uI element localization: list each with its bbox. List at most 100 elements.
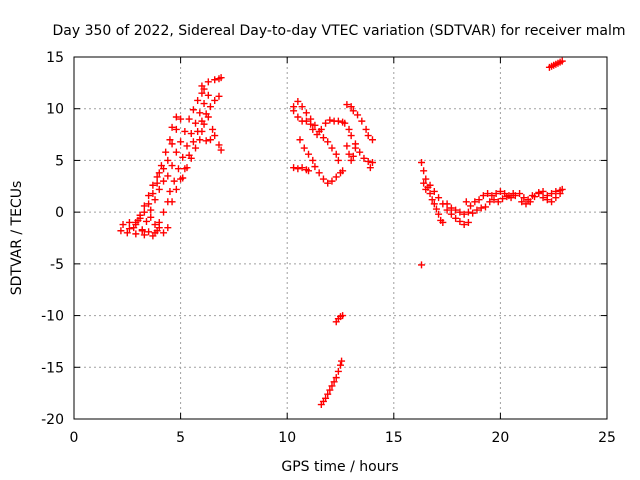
data-point: [339, 167, 347, 175]
data-point: [511, 192, 519, 200]
data-point: [490, 196, 498, 204]
data-point: [322, 119, 330, 127]
data-point: [471, 198, 479, 206]
data-point: [494, 198, 502, 206]
data-point: [298, 164, 306, 172]
data-point: [200, 100, 208, 108]
data-point: [294, 165, 302, 173]
data-point: [302, 117, 310, 125]
data-point: [443, 206, 451, 214]
data-point: [305, 150, 313, 158]
data-point: [309, 125, 317, 133]
data-point: [507, 194, 515, 202]
data-point: [473, 206, 481, 214]
data-point: [347, 156, 355, 164]
data-point: [119, 221, 127, 229]
y-tick-label: -20: [41, 412, 64, 428]
data-point: [183, 142, 191, 150]
data-point: [147, 206, 155, 214]
data-point: [354, 111, 362, 119]
data-point: [531, 193, 539, 201]
data-point: [196, 136, 204, 144]
data-point: [349, 107, 357, 115]
data-point: [298, 103, 306, 111]
data-point: [217, 74, 225, 82]
data-point: [136, 211, 144, 219]
data-point: [319, 134, 327, 142]
data-point: [168, 140, 176, 148]
data-point: [117, 227, 125, 235]
data-point: [204, 78, 212, 86]
data-point: [332, 150, 340, 158]
data-point: [168, 162, 176, 170]
data-point: [189, 106, 197, 114]
y-axis-label: SDTVAR / TECUs: [9, 181, 25, 296]
data-point: [202, 137, 210, 145]
data-point: [174, 165, 182, 173]
data-point: [198, 127, 206, 135]
data-point: [317, 125, 325, 133]
data-point: [319, 175, 327, 183]
data-point: [422, 185, 430, 193]
data-points: [117, 57, 566, 409]
data-point: [349, 152, 357, 160]
data-point: [172, 148, 180, 156]
data-point: [452, 206, 460, 214]
data-point: [488, 192, 496, 200]
data-point: [435, 210, 443, 218]
data-point: [170, 177, 178, 185]
data-point: [460, 221, 468, 229]
data-point: [315, 169, 323, 177]
data-point: [147, 213, 155, 221]
data-point: [157, 162, 165, 170]
data-point: [324, 179, 332, 187]
data-point: [204, 113, 212, 121]
data-point: [443, 200, 451, 208]
axis-ticks: [73, 56, 608, 420]
data-point: [166, 136, 174, 144]
data-point: [322, 394, 330, 402]
data-point: [428, 196, 436, 204]
data-point: [368, 136, 376, 144]
data-point: [430, 187, 438, 195]
data-point: [324, 390, 332, 398]
data-point: [196, 109, 204, 117]
data-point: [526, 198, 534, 206]
data-point: [149, 181, 157, 189]
data-point: [177, 115, 185, 123]
data-point: [151, 221, 159, 229]
data-point: [215, 92, 223, 100]
data-point: [362, 125, 370, 133]
data-point: [151, 196, 159, 204]
data-point: [339, 312, 347, 320]
data-point: [364, 132, 372, 140]
data-point: [496, 187, 504, 195]
data-point: [155, 185, 163, 193]
data-point: [290, 107, 298, 115]
data-point: [539, 187, 547, 195]
data-point: [328, 177, 336, 185]
data-point: [358, 117, 366, 125]
data-point: [520, 194, 528, 202]
data-point: [484, 190, 492, 198]
data-point: [166, 187, 174, 195]
data-point: [183, 164, 191, 172]
data-point: [132, 230, 140, 238]
data-point: [356, 148, 364, 156]
data-point: [439, 218, 447, 226]
data-point: [351, 144, 359, 152]
data-point: [192, 144, 200, 152]
data-point: [435, 194, 443, 202]
data-point: [211, 76, 219, 84]
data-point: [360, 154, 368, 162]
x-tick-label: 25: [598, 430, 616, 446]
chart-title: Day 350 of 2022, Sidereal Day-to-day VTE…: [53, 23, 626, 39]
data-point: [162, 148, 170, 156]
data-point: [311, 163, 319, 171]
data-point: [347, 103, 355, 111]
data-point: [334, 156, 342, 164]
data-point: [343, 142, 351, 150]
data-point: [302, 109, 310, 117]
data-point: [522, 200, 530, 208]
